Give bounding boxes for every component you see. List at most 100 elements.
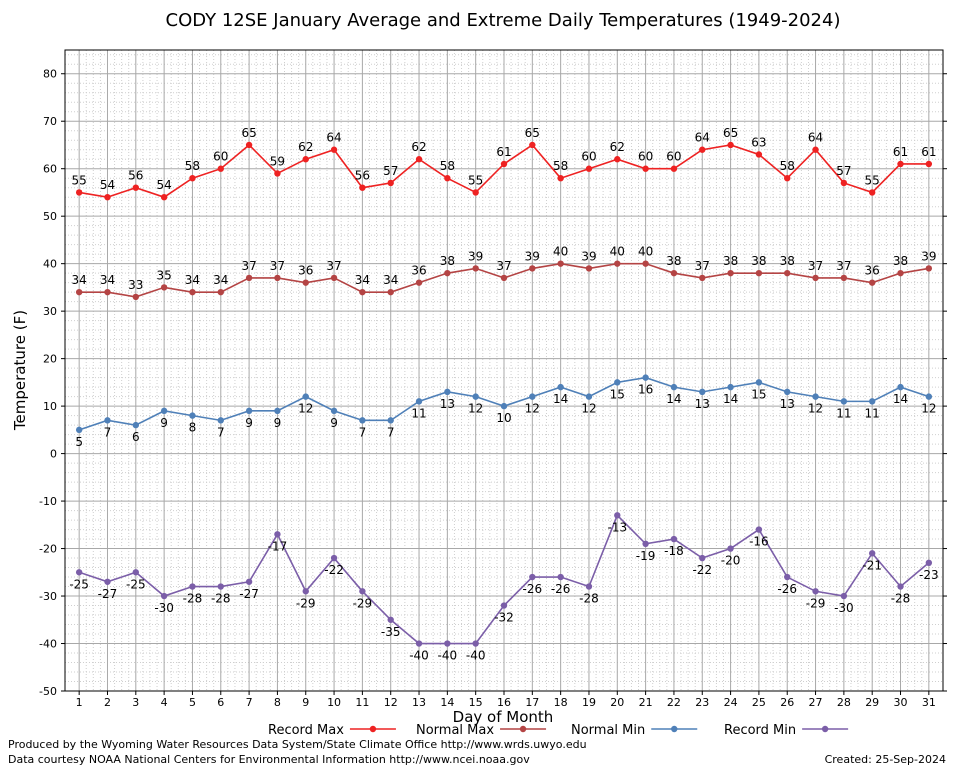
normal-max-point (444, 269, 451, 277)
record-min-point (614, 512, 621, 519)
x-tick-label: 4 (161, 696, 168, 709)
normal-max-point (415, 279, 423, 286)
record-max-point (330, 146, 338, 153)
normal-min-data-label: 10 (496, 411, 511, 425)
normal-min-data-label: 14 (893, 392, 908, 406)
normal-max-point (529, 265, 536, 272)
y-tick-label: -30 (39, 590, 57, 603)
y-tick-label: 80 (43, 68, 57, 81)
normal-min-data-label: 11 (865, 406, 880, 420)
normal-max-data-label: 34 (383, 273, 398, 287)
record-min-point (755, 526, 763, 533)
normal-max-point (784, 269, 791, 277)
record-max-point (160, 193, 168, 201)
normal-min-point (784, 388, 791, 396)
x-tick-label: 9 (302, 696, 309, 709)
normal-min-point (75, 426, 83, 434)
normal-max-point (670, 269, 678, 277)
record-max-data-label: 56 (355, 169, 370, 183)
record-min-point (925, 559, 933, 566)
record-min-data-label: -18 (664, 544, 684, 558)
record-min-point (132, 569, 140, 576)
x-tick-label: 27 (809, 696, 823, 709)
normal-max-point (75, 288, 83, 296)
x-tick-label: 2 (104, 696, 111, 709)
record-max-point (727, 141, 734, 149)
record-min-data-label: -16 (749, 535, 769, 549)
normal-max-point (755, 269, 763, 277)
record-max-point (840, 179, 848, 187)
record-min-point (727, 545, 734, 552)
record-max-data-label: 64 (326, 131, 341, 145)
normal-max-data-label: 34 (72, 273, 87, 287)
record-min-data-label: -32 (494, 611, 514, 625)
record-max-data-label: 65 (525, 126, 540, 140)
normal-min-data-label: 12 (581, 402, 596, 416)
normal-max-data-label: 37 (808, 259, 823, 273)
record-max-point (557, 175, 564, 182)
record-min-data-label: -13 (607, 520, 627, 534)
record-max-point (189, 175, 196, 182)
normal-min-point (104, 417, 111, 424)
record-max-point (670, 165, 678, 172)
record-min-point (160, 592, 168, 600)
record-max-data-label: 55 (865, 173, 880, 187)
record-min-point (670, 535, 678, 543)
normal-max-data-label: 38 (723, 254, 738, 268)
record-min-point (274, 531, 281, 538)
record-min-point (330, 554, 338, 562)
record-max-point (132, 184, 140, 191)
record-min-data-label: -26 (523, 582, 543, 596)
normal-min-point (585, 393, 593, 400)
normal-min-data-label: 13 (695, 397, 710, 411)
record-min-point (472, 640, 479, 647)
record-max-data-label: 58 (185, 159, 200, 173)
normal-min-data-label: 11 (411, 406, 426, 420)
record-max-point (784, 175, 791, 182)
legend-marker (671, 725, 678, 733)
record-max-point (245, 141, 253, 149)
x-tick-label: 20 (610, 696, 624, 709)
normal-max-data-label: 34 (355, 273, 370, 287)
record-max-data-label: 62 (411, 140, 426, 154)
record-max-point (359, 184, 366, 191)
record-max-data-label: 55 (72, 173, 87, 187)
record-max-data-label: 65 (241, 126, 256, 140)
normal-max-data-label: 36 (865, 264, 880, 278)
record-max-data-label: 62 (298, 140, 313, 154)
record-max-data-label: 55 (468, 173, 483, 187)
record-min-data-label: -29 (353, 596, 373, 610)
record-min-data-label: -17 (268, 539, 288, 553)
record-min-data-label: -25 (126, 577, 146, 591)
normal-min-data-label: 7 (217, 425, 225, 439)
footer-produced-by: Produced by the Wyoming Water Resources … (8, 738, 587, 751)
record-min-point (897, 583, 904, 590)
x-tick-label: 23 (695, 696, 709, 709)
x-tick-label: 12 (384, 696, 398, 709)
normal-min-point (529, 393, 536, 400)
y-tick-label: 60 (43, 163, 57, 176)
x-tick-label: 31 (922, 696, 936, 709)
record-min-point (245, 578, 253, 585)
normal-max-data-label: 38 (893, 254, 908, 268)
normal-max-data-label: 39 (468, 249, 483, 263)
normal-min-point (727, 383, 734, 391)
normal-min-point (897, 383, 904, 391)
normal-max-data-label: 36 (411, 264, 426, 278)
normal-min-point (812, 393, 819, 400)
normal-max-data-label: 37 (326, 259, 341, 273)
normal-max-point (245, 274, 253, 282)
normal-min-data-label: 12 (468, 402, 483, 416)
normal-max-point (274, 274, 281, 282)
record-min-data-label: -22 (692, 563, 712, 577)
record-max-point (925, 160, 933, 168)
normal-min-data-label: 13 (780, 397, 795, 411)
normal-min-data-label: 15 (610, 387, 625, 401)
record-max-data-label: 56 (128, 169, 143, 183)
normal-min-data-label: 7 (387, 425, 395, 439)
y-tick-label: 30 (43, 305, 57, 318)
record-min-data-label: -26 (551, 582, 571, 596)
x-tick-label: 30 (894, 696, 908, 709)
normal-min-data-label: 12 (808, 402, 823, 416)
